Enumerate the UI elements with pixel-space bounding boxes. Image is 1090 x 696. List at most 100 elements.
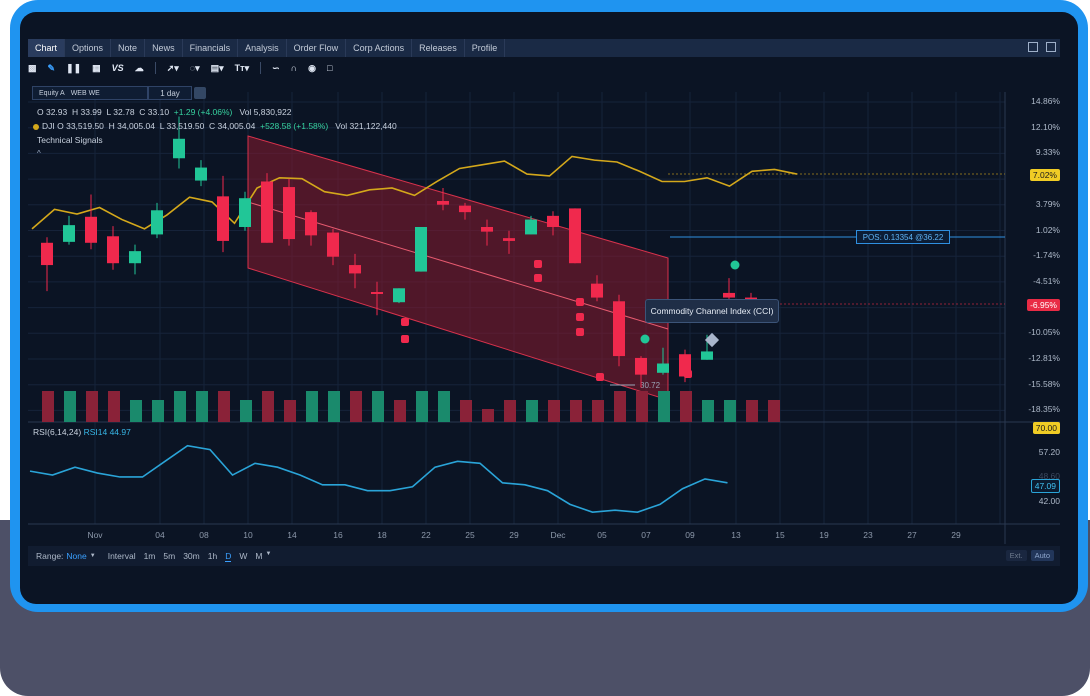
tab-note[interactable]: Note	[111, 39, 146, 57]
volume-bar	[174, 391, 186, 422]
collapse-caret[interactable]: ^	[37, 149, 41, 158]
candle-body[interactable]	[591, 283, 603, 298]
candle-body[interactable]	[723, 292, 735, 298]
eye-icon[interactable]: ◉	[308, 62, 316, 73]
sell-signal-marker[interactable]	[534, 274, 542, 282]
sell-signal-marker[interactable]	[576, 328, 584, 336]
export-icon[interactable]	[1028, 42, 1038, 52]
tab-order-flow[interactable]: Order Flow	[287, 39, 347, 57]
tab-financials[interactable]: Financials	[183, 39, 239, 57]
candle-body[interactable]	[701, 351, 713, 360]
candle-body[interactable]	[327, 232, 339, 257]
sell-signal-marker[interactable]	[684, 370, 692, 378]
candle-body[interactable]	[239, 198, 251, 227]
candle-body[interactable]	[107, 236, 119, 264]
tab-profile[interactable]: Profile	[465, 39, 506, 57]
interval-m[interactable]: M	[255, 550, 263, 561]
interval-5m[interactable]: 5m	[163, 550, 176, 561]
candle-body[interactable]	[415, 226, 427, 272]
symbol-input[interactable]: Equity A WEB WE	[32, 86, 148, 100]
sell-signal-marker[interactable]	[534, 260, 542, 268]
date-tick: 05	[597, 530, 607, 540]
range-chevron-icon[interactable]: ▼	[89, 553, 96, 559]
magnet-icon[interactable]: ∩	[290, 63, 298, 73]
cci-diamond-marker[interactable]	[704, 332, 720, 348]
candle-body[interactable]	[525, 219, 537, 235]
sell-signal-marker[interactable]	[576, 313, 584, 321]
candle-body[interactable]	[217, 196, 229, 241]
interval-w[interactable]: W	[239, 550, 248, 561]
candle-body[interactable]	[129, 251, 141, 264]
volume-bar	[746, 400, 758, 422]
brush-icon[interactable]: ∽	[272, 62, 280, 73]
candle-body[interactable]	[437, 200, 449, 205]
tab-releases[interactable]: Releases	[412, 39, 465, 57]
candle-body[interactable]	[393, 288, 405, 303]
volume-bar	[460, 400, 472, 422]
tab-options[interactable]: Options	[65, 39, 112, 57]
candle-body[interactable]	[569, 208, 581, 264]
candle-body[interactable]	[41, 242, 53, 266]
date-tick: 08	[199, 530, 209, 540]
auto-button[interactable]: Auto	[1030, 550, 1054, 561]
position-box[interactable]: POS: 0.13354 @36.22	[856, 230, 950, 244]
settings-icon[interactable]	[194, 87, 206, 99]
volume-bar	[416, 391, 428, 422]
date-tick: 07	[641, 530, 651, 540]
range-select[interactable]: None	[66, 551, 87, 561]
technical-signals-label[interactable]: Technical Signals	[37, 135, 103, 145]
sell-signal-marker[interactable]	[401, 335, 409, 343]
candle-body[interactable]	[459, 205, 471, 213]
vs-button[interactable]: VS	[111, 63, 124, 73]
candle-body[interactable]	[745, 297, 757, 300]
candle-body[interactable]	[635, 357, 647, 375]
candle-body[interactable]	[63, 225, 75, 242]
tab-analysis[interactable]: Analysis	[238, 39, 287, 57]
buy-signal-marker[interactable]	[640, 334, 650, 344]
text-tool-button[interactable]: Tт▾	[234, 62, 250, 73]
candle-body[interactable]	[151, 210, 163, 235]
candle-body[interactable]	[481, 226, 493, 232]
candle-body[interactable]	[371, 291, 383, 294]
grid-icon[interactable]: ▦	[92, 62, 101, 73]
candle-body[interactable]	[503, 238, 515, 241]
interval-select[interactable]: 1 day	[148, 86, 192, 100]
fib-icon[interactable]: ▤▾	[210, 62, 224, 73]
maximize-icon[interactable]	[1046, 42, 1056, 52]
ext-button[interactable]: Ext.	[1005, 550, 1027, 561]
interval-1m[interactable]: 1m	[143, 550, 156, 561]
candle-body[interactable]	[613, 301, 625, 357]
price-chart[interactable]: 30.72	[20, 12, 1078, 604]
rsi-tick-hidden: 48.60	[1038, 471, 1060, 481]
candle-body[interactable]	[657, 363, 669, 373]
volume-bar	[504, 400, 516, 422]
sell-signal-marker[interactable]	[596, 373, 604, 381]
pencil-icon[interactable]: ✎	[47, 62, 56, 73]
candle-body[interactable]	[547, 215, 559, 227]
price-tick: -10.05%	[1028, 327, 1060, 338]
buy-signal-marker[interactable]	[730, 260, 740, 270]
chart-type-icon[interactable]: ▩	[28, 62, 37, 73]
candle-body[interactable]	[195, 167, 207, 181]
candle-body[interactable]	[349, 265, 361, 274]
candle-body[interactable]	[305, 212, 317, 236]
candle-body[interactable]	[173, 138, 185, 159]
trendline-icon[interactable]: ➚▾	[166, 62, 179, 73]
interval-30m[interactable]: 30m	[183, 550, 200, 561]
tab-corp-actions[interactable]: Corp Actions	[346, 39, 413, 57]
sell-signal-marker[interactable]	[401, 318, 409, 326]
candle-body[interactable]	[261, 181, 273, 243]
tab-chart[interactable]: Chart	[28, 39, 66, 57]
interval-1h[interactable]: 1h	[207, 550, 218, 561]
volume-bar	[306, 391, 318, 422]
candle-body[interactable]	[85, 216, 97, 243]
cloud-icon[interactable]: ☁	[134, 62, 144, 73]
pattern-icon[interactable]: ◌▾	[189, 62, 200, 73]
sell-signal-marker[interactable]	[576, 298, 584, 306]
trash-icon[interactable]: □	[327, 63, 333, 73]
candle-body[interactable]	[283, 187, 295, 240]
tab-news[interactable]: News	[145, 39, 183, 57]
more-intervals-chevron-icon[interactable]: ▼	[265, 550, 272, 557]
compare-icon[interactable]: ❚❚	[66, 62, 82, 73]
interval-d[interactable]: D	[225, 550, 232, 562]
